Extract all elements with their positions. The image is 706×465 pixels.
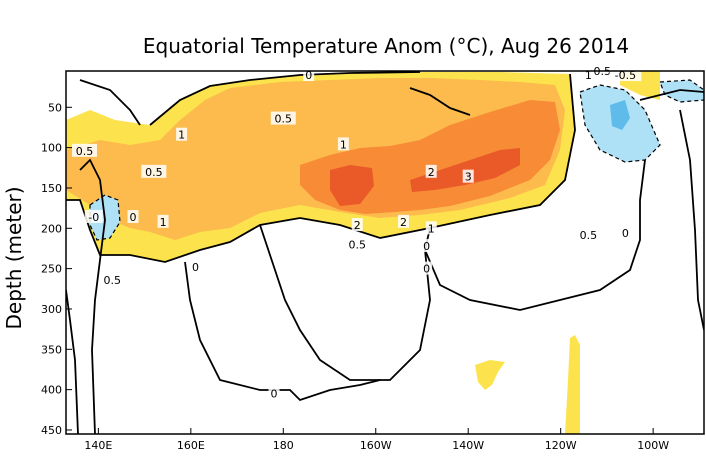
contour-label: -0.5 bbox=[615, 69, 636, 82]
contour-label: 1 bbox=[585, 69, 592, 82]
contour-label: 0 bbox=[271, 388, 278, 401]
contour-label-bg bbox=[99, 272, 125, 286]
contour-label: -0 bbox=[88, 211, 99, 224]
x-tick-label: 160W bbox=[360, 439, 392, 452]
contour-label-bg bbox=[425, 164, 437, 178]
y-tick-label: 100 bbox=[41, 142, 62, 155]
chart-title: Equatorial Temperature Anom (°C), Aug 26… bbox=[143, 34, 629, 58]
contour-label: 2 bbox=[428, 166, 435, 179]
x-tick-label: 140W bbox=[452, 439, 484, 452]
contour-label: 0.5 bbox=[275, 113, 293, 126]
contour-label-bg bbox=[127, 210, 139, 224]
contour-lines bbox=[66, 71, 704, 434]
x-tick-label: 120W bbox=[545, 439, 577, 452]
negative-contour-lines bbox=[89, 79, 704, 241]
contour-label: 2 bbox=[354, 219, 361, 232]
contour-label-bg bbox=[189, 260, 201, 274]
contour-label-bg bbox=[421, 239, 433, 253]
contour-label: 0 bbox=[423, 240, 430, 253]
contour-label: 2 bbox=[400, 216, 407, 229]
contour-label: 1 bbox=[428, 222, 435, 235]
y-tick-label: 450 bbox=[41, 424, 62, 437]
contour-label-bg bbox=[176, 127, 188, 141]
contour-label: 1 bbox=[340, 138, 347, 151]
contour-label: 1 bbox=[178, 129, 185, 142]
contour-label-bg bbox=[84, 210, 103, 224]
contour-label-bg bbox=[71, 143, 97, 157]
plot-frame bbox=[65, 70, 705, 435]
contour-label: 0 bbox=[423, 263, 430, 276]
x-tick-label: 180 bbox=[273, 439, 294, 452]
contour-label-bg bbox=[619, 226, 631, 240]
y-tick-label: 400 bbox=[41, 384, 62, 397]
anomaly-region-3-west bbox=[330, 165, 374, 206]
contour-label-bg bbox=[397, 214, 409, 228]
x-tick-label: 140E bbox=[84, 439, 112, 452]
y-tick-label: 300 bbox=[41, 303, 62, 316]
contour-label-bg bbox=[303, 68, 315, 82]
anomaly-region-0-5-column bbox=[565, 335, 580, 434]
y-tick-label: 350 bbox=[41, 343, 62, 356]
contour-label-bg bbox=[270, 111, 296, 125]
contour-label-bg bbox=[462, 169, 474, 183]
contour-label: 0 bbox=[622, 227, 629, 240]
x-axis: 140E 160E 180 160W 140W 120W 100W bbox=[84, 428, 669, 452]
y-tick-label: 150 bbox=[41, 182, 62, 195]
contour-label: 0.5 bbox=[76, 145, 94, 158]
contour-label-bg bbox=[582, 68, 594, 82]
y-tick-label: 250 bbox=[41, 263, 62, 276]
contour-label: 0 bbox=[130, 211, 137, 224]
y-tick-label: 50 bbox=[48, 101, 62, 114]
contour-label-bg bbox=[425, 221, 437, 235]
contour-label: 0 bbox=[192, 261, 199, 274]
contour-label: 0.5 bbox=[349, 238, 367, 251]
contour-label: 3 bbox=[465, 171, 472, 184]
contour-label-bg bbox=[268, 386, 280, 400]
contour-label-bg bbox=[141, 164, 167, 178]
contour-label: 0.5 bbox=[103, 274, 121, 287]
contour-label-bg bbox=[575, 227, 601, 241]
y-tick-label: 200 bbox=[41, 222, 62, 235]
y-axis: 50 100 150 200 250 300 350 400 450 bbox=[41, 101, 72, 437]
contour-field bbox=[66, 71, 704, 434]
contour-label-bg bbox=[421, 261, 433, 275]
negative-region-mid bbox=[610, 100, 630, 130]
contour-label: 0.5 bbox=[145, 166, 163, 179]
contour-label-bg bbox=[157, 214, 169, 228]
anomaly-region-0-5-deep-patch bbox=[475, 360, 505, 390]
contour-label-bg bbox=[337, 137, 349, 151]
contour-label: 1 bbox=[160, 216, 167, 229]
x-tick-label: 100W bbox=[637, 439, 669, 452]
contour-label-bg bbox=[351, 218, 363, 232]
contour-label-bg bbox=[344, 237, 370, 251]
x-tick-label: 160E bbox=[177, 439, 205, 452]
y-axis-label: Depth (meter) bbox=[2, 186, 26, 329]
contour-label: 0.5 bbox=[580, 229, 598, 242]
contour-label: 0 bbox=[305, 69, 312, 82]
